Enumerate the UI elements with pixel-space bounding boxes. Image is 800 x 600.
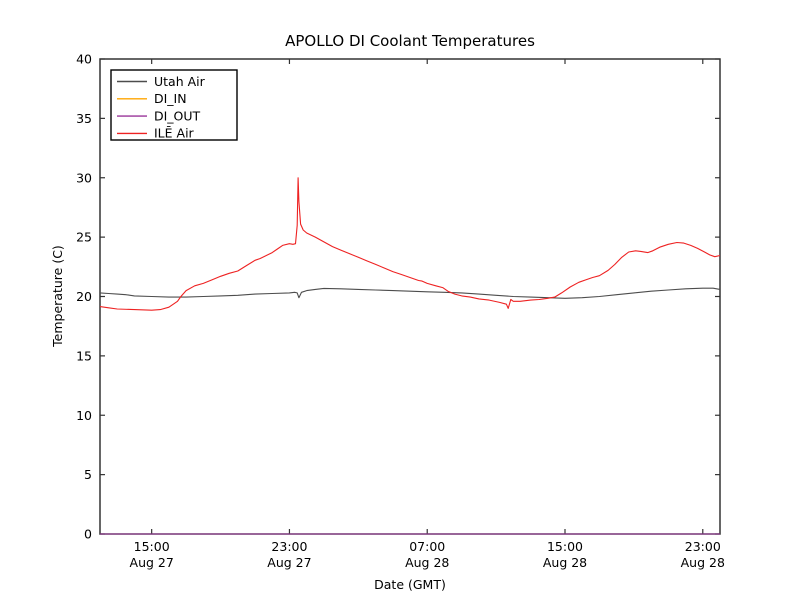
x-tick-label-time: 23:00 bbox=[271, 539, 307, 554]
x-tick-label-time: 07:00 bbox=[409, 539, 445, 554]
y-tick-label: 40 bbox=[76, 52, 92, 67]
y-tick-label: 30 bbox=[76, 170, 92, 185]
chart-title: APOLLO DI Coolant Temperatures bbox=[285, 32, 535, 50]
x-tick-label-time: 23:00 bbox=[685, 539, 721, 554]
x-tick-label-date: Aug 27 bbox=[130, 555, 174, 570]
x-tick-label-time: 15:00 bbox=[547, 539, 583, 554]
series-line-1 bbox=[99, 287, 721, 299]
x-tick-label-time: 15:00 bbox=[134, 539, 170, 554]
x-tick-label-date: Aug 28 bbox=[405, 555, 449, 570]
x-tick-label-date: Aug 28 bbox=[543, 555, 587, 570]
x-tick-label-date: Aug 27 bbox=[267, 555, 311, 570]
y-tick-label: 5 bbox=[84, 467, 92, 482]
x-tick-label-date: Aug 28 bbox=[681, 555, 725, 570]
y-tick-label: 0 bbox=[84, 527, 92, 542]
series-line-4 bbox=[99, 177, 721, 311]
legend-label: DI_IN bbox=[154, 91, 187, 106]
legend-label: Utah Air bbox=[154, 74, 206, 89]
y-tick-label: 25 bbox=[76, 230, 92, 245]
y-tick-label: 15 bbox=[76, 348, 92, 363]
x-axis-label: Date (GMT) bbox=[374, 577, 446, 592]
y-tick-label: 10 bbox=[76, 408, 92, 423]
y-tick-label: 35 bbox=[76, 111, 92, 126]
legend-label: ILĒ Air bbox=[154, 126, 195, 141]
y-axis-label: Temperature (C) bbox=[50, 245, 65, 348]
y-tick-label: 20 bbox=[76, 289, 92, 304]
legend: Utah Air DI_IN DI_OUT ILĒ Air bbox=[110, 69, 238, 141]
legend-label: DI_OUT bbox=[154, 108, 201, 123]
